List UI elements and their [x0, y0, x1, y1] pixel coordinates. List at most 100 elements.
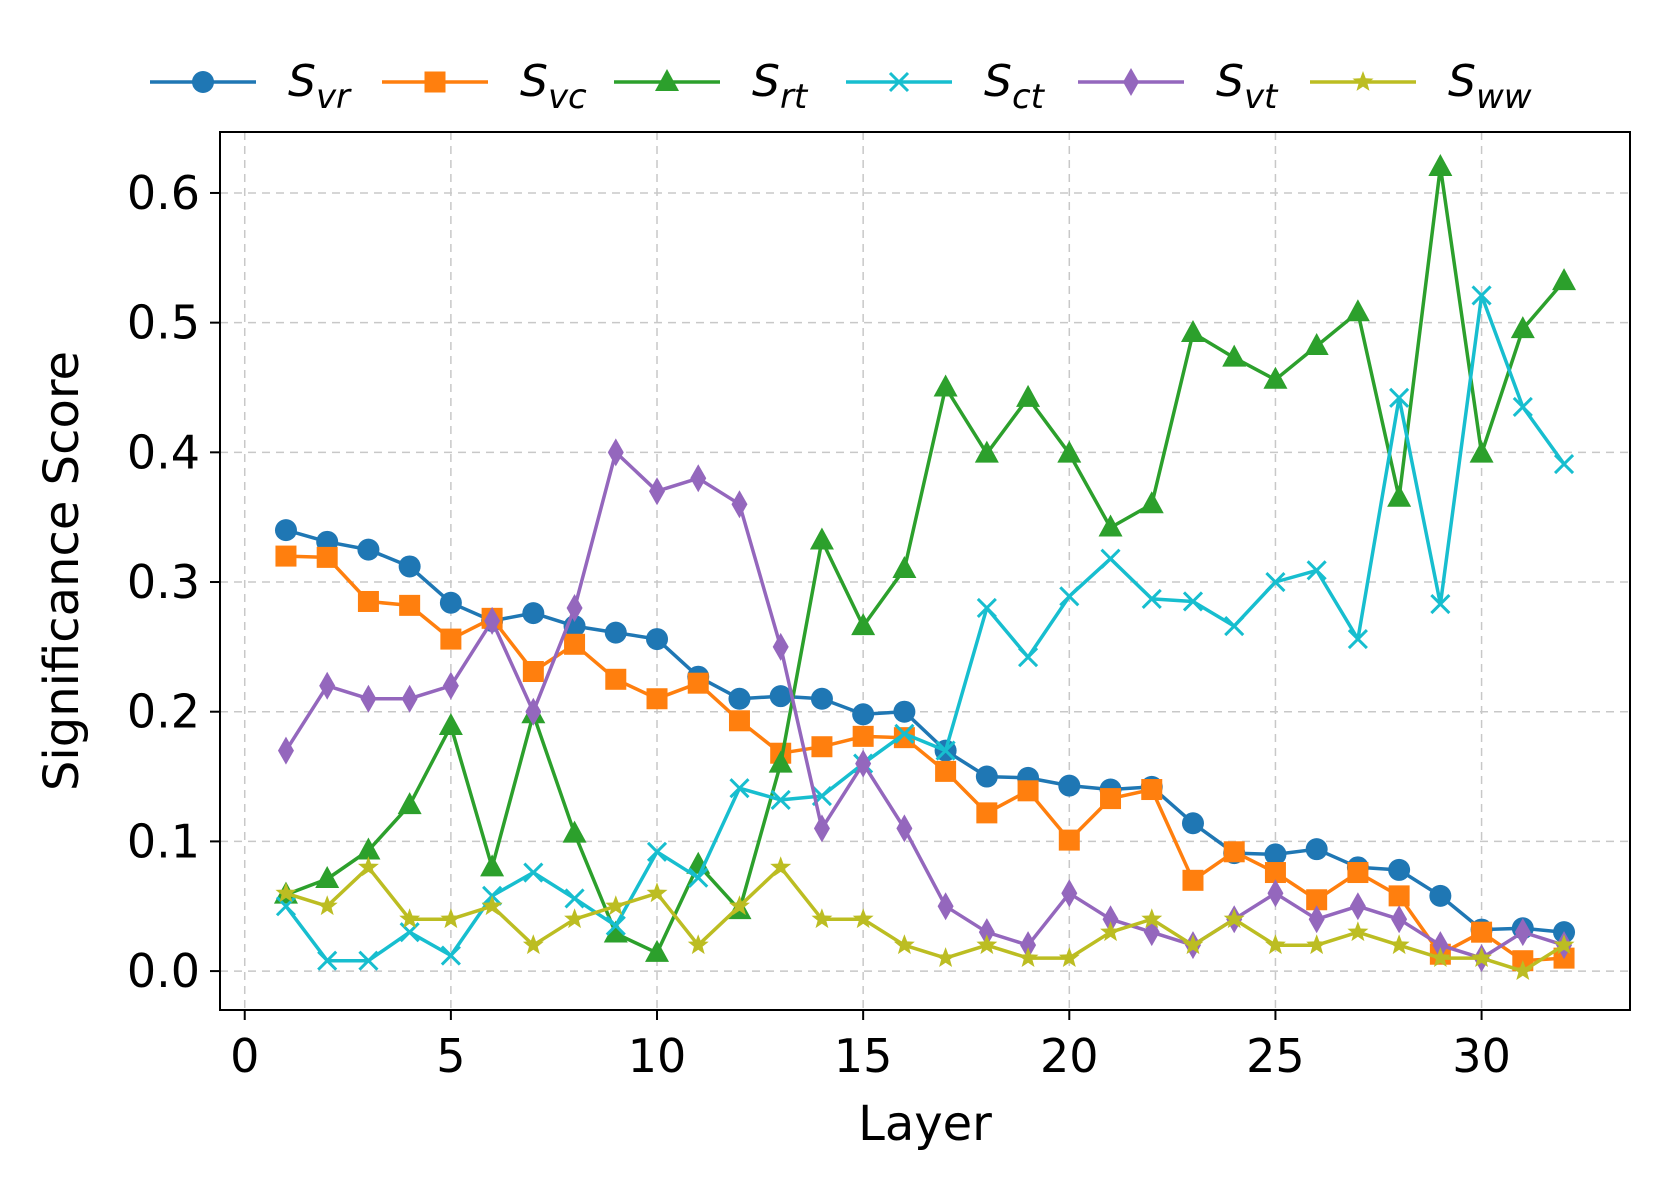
legend-label: Sww: [1448, 56, 1532, 117]
data-point-s-rt: [1428, 154, 1453, 177]
data-point-s-vc: [935, 760, 957, 782]
data-point-s-rt: [1469, 440, 1494, 463]
data-point-s-ct: [1471, 285, 1492, 306]
data-point-s-rt: [892, 556, 917, 579]
data-point-s-ct: [1182, 591, 1204, 612]
y-tick-label: 0.3: [127, 555, 200, 609]
x-tick-label: 20: [1040, 1029, 1099, 1083]
data-point-s-ct: [1512, 396, 1533, 418]
data-point-s-rt: [1016, 384, 1041, 407]
data-point-s-vt: [855, 749, 872, 778]
axis-ticks: 0 5 10 15 20 25 30 0.0 0.1 0.2 0.3 0.4 0.5 0.6: [127, 166, 1511, 1083]
data-point-s-vr: [1429, 884, 1452, 907]
data-point-s-ct: [564, 888, 585, 909]
data-point-s-vt: [319, 671, 336, 700]
data-point-s-ww: [275, 882, 297, 903]
x-tick-label: 5: [436, 1029, 465, 1083]
data-point-s-ct: [729, 778, 750, 799]
series-s-ww: [275, 856, 1575, 980]
data-point-s-ct: [399, 922, 420, 943]
data-point-s-ww: [893, 934, 915, 955]
data-point-s-rt: [1098, 514, 1123, 537]
data-point-s-ct: [440, 945, 461, 966]
data-point-s-vt: [1514, 918, 1531, 947]
data-point-s-vt: [1391, 905, 1408, 934]
data-point-s-ct: [770, 789, 791, 810]
data-point-s-rt: [809, 527, 834, 550]
x-tick-label: 30: [1452, 1029, 1511, 1083]
data-point-s-vr: [769, 685, 792, 708]
data-point-s-vc: [1141, 779, 1163, 801]
data-point-s-ww: [481, 895, 503, 916]
data-point-s-vr: [1181, 812, 1204, 835]
legend-label-main: S: [288, 56, 316, 107]
y-axis-label: Significance Score: [34, 351, 90, 791]
data-point-s-vt: [484, 606, 501, 635]
data-point-s-vc: [852, 725, 874, 747]
legend-label-sub: rt: [780, 77, 809, 117]
data-point-s-vr: [274, 519, 297, 542]
data-point-s-ww: [1306, 934, 1328, 955]
data-point-s-vt: [896, 814, 913, 843]
series-group: [273, 154, 1577, 980]
data-point-s-vr: [439, 591, 462, 614]
data-point-s-vc: [1182, 869, 1204, 891]
data-point-s-vt: [937, 892, 954, 921]
data-point-s-ww: [564, 908, 585, 929]
data-point-s-ww: [1347, 921, 1369, 942]
data-point-s-vt: [690, 464, 707, 493]
x-axis-label: Layer: [858, 1096, 992, 1152]
legend-item-s-vc: Svc: [382, 56, 587, 117]
data-point-s-vr: [1264, 843, 1287, 866]
data-point-s-vt: [277, 736, 294, 765]
data-point-s-ww: [399, 908, 421, 929]
legend-label-sub: vc: [548, 77, 587, 117]
data-point-s-vc: [1388, 885, 1410, 907]
data-point-s-rt: [1387, 484, 1412, 507]
data-point-s-ww: [1182, 934, 1204, 955]
data-point-s-vr: [357, 538, 380, 561]
data-point-s-vt: [525, 697, 542, 726]
y-tick-label: 0.2: [127, 685, 200, 739]
data-point-s-ct: [894, 723, 915, 744]
data-point-s-rt: [1222, 344, 1247, 367]
data-point-s-vr: [728, 687, 751, 710]
data-point-s-vc: [1264, 862, 1286, 884]
data-point-s-ww: [935, 947, 957, 967]
data-point-s-ww: [1017, 947, 1039, 967]
data-point-s-vc: [1306, 889, 1328, 911]
legend-marker: [1123, 68, 1139, 96]
data-point-s-rt: [315, 866, 340, 889]
data-point-s-ct: [976, 597, 997, 619]
data-point-s-ww: [976, 934, 998, 955]
data-point-s-ww: [1388, 934, 1410, 955]
data-point-s-ww: [1265, 934, 1286, 955]
data-point-s-rt: [1180, 320, 1205, 343]
data-point-s-vc: [811, 736, 833, 758]
legend-label-sub: vt: [1244, 77, 1279, 117]
data-point-s-ww: [522, 934, 544, 955]
legend-label-main: S: [1448, 56, 1476, 107]
data-point-s-vc: [564, 633, 586, 655]
data-point-s-vt: [978, 918, 995, 947]
legend-label: Svc: [520, 56, 587, 117]
legend-label-main: S: [1216, 56, 1244, 107]
data-point-s-ww: [770, 856, 792, 877]
data-point-s-ct: [317, 950, 338, 971]
data-point-s-rt: [397, 792, 422, 815]
legend-marker: [192, 71, 214, 93]
y-tick-label: 0.5: [127, 296, 200, 350]
data-point-s-ct: [1347, 629, 1368, 650]
data-point-s-rt: [438, 712, 463, 735]
legend-label-sub: ww: [1476, 77, 1532, 117]
data-point-s-ww: [646, 882, 668, 903]
data-point-s-vt: [1432, 931, 1449, 960]
data-point-s-vt: [607, 438, 624, 467]
legend-label-main: S: [520, 56, 548, 107]
data-point-s-ww: [316, 895, 338, 916]
data-point-s-rt: [480, 854, 505, 877]
legend-label: Svr: [288, 56, 352, 117]
x-tick-label: 15: [834, 1029, 893, 1083]
